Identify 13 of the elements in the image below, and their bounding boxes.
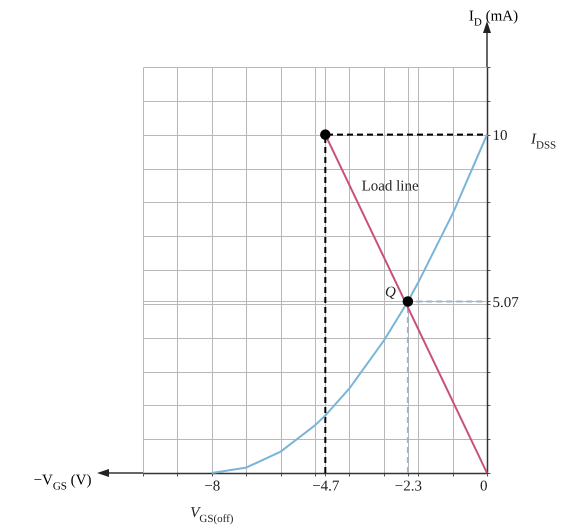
x-tick-label: −2.3 [394,478,422,494]
series-label: Load line [362,178,419,194]
x-tick-label: −8 [204,478,220,494]
annotation: Q [385,284,396,300]
annotation: V$_{GS(off)}$ [190,505,234,525]
x-tick-label: 0 [480,478,488,494]
line-series [210,134,488,474]
x-axis-title: −V$_{GS}$ (V) [34,472,92,492]
y-tick-label: 10 [492,128,508,144]
y-tick-label: 5.07 [492,294,520,311]
x-tick-label: −4.7 [312,478,340,494]
y-axis-title: I$_{D}$ (mA) [468,8,518,28]
annotation: I$_{DSS}$ [530,132,556,152]
